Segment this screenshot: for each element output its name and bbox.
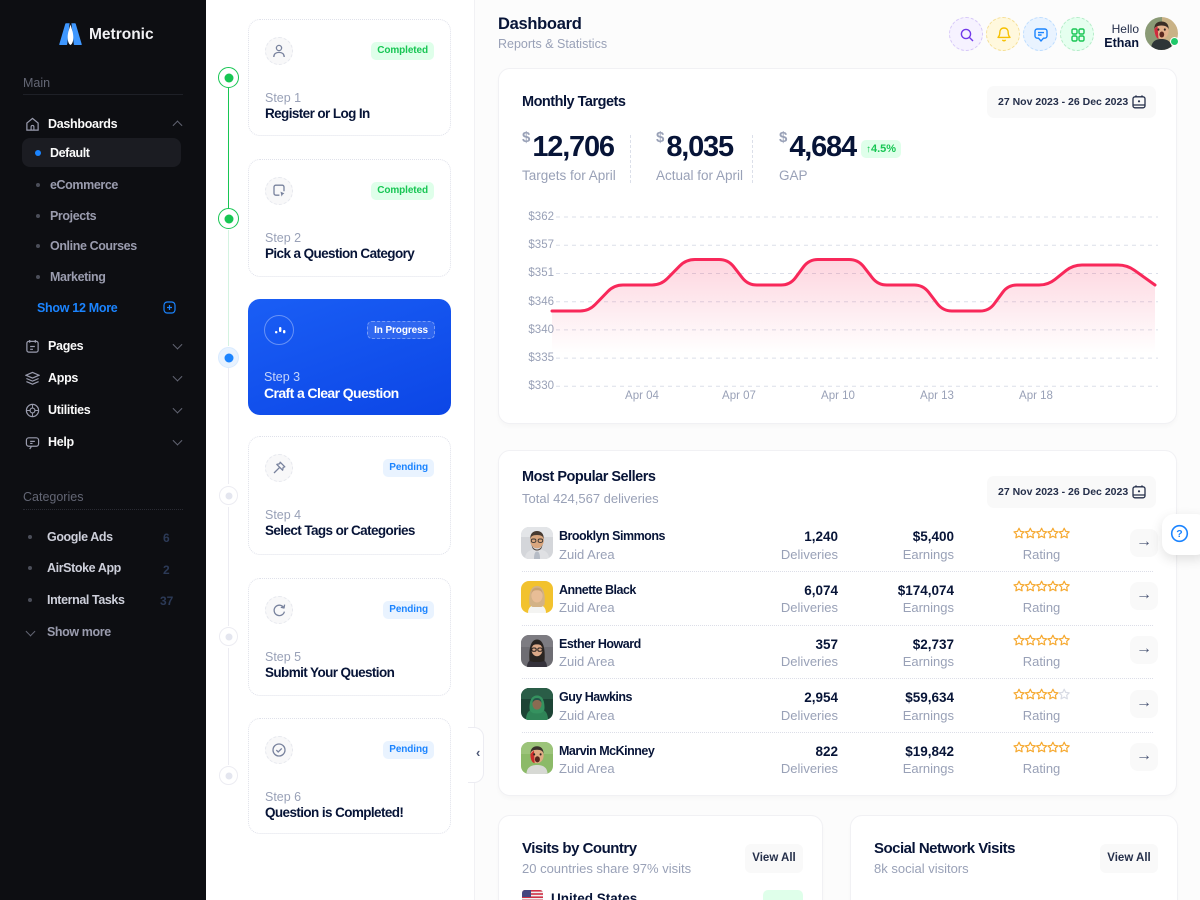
svg-text:?: ? — [1176, 528, 1182, 540]
